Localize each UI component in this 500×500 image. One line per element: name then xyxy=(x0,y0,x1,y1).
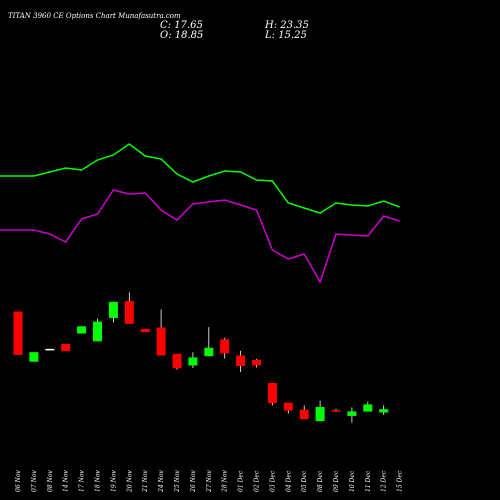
candle-body xyxy=(267,382,277,404)
candle-body xyxy=(363,404,373,412)
candle-10 xyxy=(156,309,166,356)
x-tick-label: 09 Dec xyxy=(333,470,340,492)
x-tick-label: 15 Dec xyxy=(397,470,404,492)
x-tick-label: 18 Nov xyxy=(95,470,102,492)
candle-body xyxy=(283,402,293,411)
candle-7 xyxy=(108,301,118,323)
candle-body xyxy=(45,348,55,351)
candle-14 xyxy=(220,337,230,359)
close-value: C: 17.65 xyxy=(160,20,203,31)
candle-1 xyxy=(13,311,23,355)
candle-body xyxy=(252,359,261,366)
x-tick-label: 08 Dec xyxy=(317,470,324,492)
x-tick-label: 03 Dec xyxy=(269,470,276,492)
x-tick-label: 19 Nov xyxy=(110,470,117,492)
x-tick-label: 14 Nov xyxy=(63,470,70,492)
x-tick-label: 20 Nov xyxy=(126,470,133,493)
x-tick-label: 27 Nov xyxy=(206,470,213,493)
candle-body xyxy=(93,321,102,342)
candle-18 xyxy=(283,402,293,414)
x-axis-labels: 06 Nov 07 Nov 08 Nov 14 Nov 17 Nov 18 Nov 19 N… xyxy=(15,470,404,493)
candle-5 xyxy=(77,326,87,334)
candle-20 xyxy=(315,400,325,422)
x-tick-label: 06 Nov xyxy=(15,470,22,492)
x-tick-label: 28 Nov xyxy=(222,470,229,493)
x-tick-label: 17 Nov xyxy=(79,470,86,492)
x-tick-label: 10 Dec xyxy=(349,470,356,492)
x-tick-label: 25 Nov xyxy=(174,470,181,493)
x-tick-label: 21 Nov xyxy=(142,470,149,493)
x-tick-label: 08 Nov xyxy=(47,470,54,492)
candle-21 xyxy=(331,408,341,412)
low-value: L: 15.25 xyxy=(265,30,307,41)
candle-body xyxy=(236,355,246,366)
candle-body xyxy=(124,301,134,324)
candle-body xyxy=(29,352,39,362)
open-value: O: 18.85 xyxy=(160,30,204,41)
candle-19 xyxy=(299,405,309,420)
x-tick-label: 02 Dec xyxy=(254,470,261,492)
x-tick-label: 01 Dec xyxy=(238,470,245,492)
candle-body xyxy=(77,326,87,334)
candle-8 xyxy=(124,292,134,324)
line-series-2 xyxy=(0,189,400,284)
candle-body xyxy=(156,327,166,356)
candle-body xyxy=(188,357,198,366)
candles-layer xyxy=(13,292,389,423)
candle-15 xyxy=(236,350,246,372)
candle-13 xyxy=(204,327,214,357)
x-tick-label: 07 Nov xyxy=(31,470,38,492)
x-tick-label: 04 Dec xyxy=(285,470,292,492)
candle-body xyxy=(13,311,23,355)
candle-16 xyxy=(252,358,261,368)
candle-body xyxy=(108,301,118,318)
candle-2 xyxy=(29,352,39,362)
x-tick-label: 24 Nov xyxy=(158,470,165,493)
candle-body xyxy=(61,343,71,352)
candle-3 xyxy=(45,348,55,351)
x-tick-label: 12 Dec xyxy=(381,470,388,492)
candle-9 xyxy=(140,328,150,333)
candle-23 xyxy=(363,401,373,412)
x-tick-label: 05 Dec xyxy=(301,470,308,492)
candle-4 xyxy=(61,343,71,352)
candle-22 xyxy=(347,407,357,423)
x-tick-label: 11 Dec xyxy=(365,470,372,492)
high-value: H: 23.35 xyxy=(265,20,309,31)
candle-body xyxy=(172,353,182,369)
candle-body xyxy=(220,339,230,354)
candle-body xyxy=(331,410,341,412)
candle-body xyxy=(140,328,150,333)
candle-11 xyxy=(172,353,182,370)
candle-body xyxy=(299,409,309,420)
chart-title: TITAN 3960 CE Options Chart Munafasutra.… xyxy=(8,12,181,20)
candle-body xyxy=(204,347,214,357)
candle-12 xyxy=(188,352,198,369)
x-tick-label: 26 Nov xyxy=(190,470,197,493)
line-series-1 xyxy=(0,143,400,214)
candle-body xyxy=(379,409,389,413)
candle-body xyxy=(315,407,325,422)
candle-17 xyxy=(267,382,277,406)
candle-body xyxy=(347,411,357,416)
line-series-layer xyxy=(0,143,400,284)
candle-6 xyxy=(93,318,102,342)
candle-24 xyxy=(379,405,389,415)
